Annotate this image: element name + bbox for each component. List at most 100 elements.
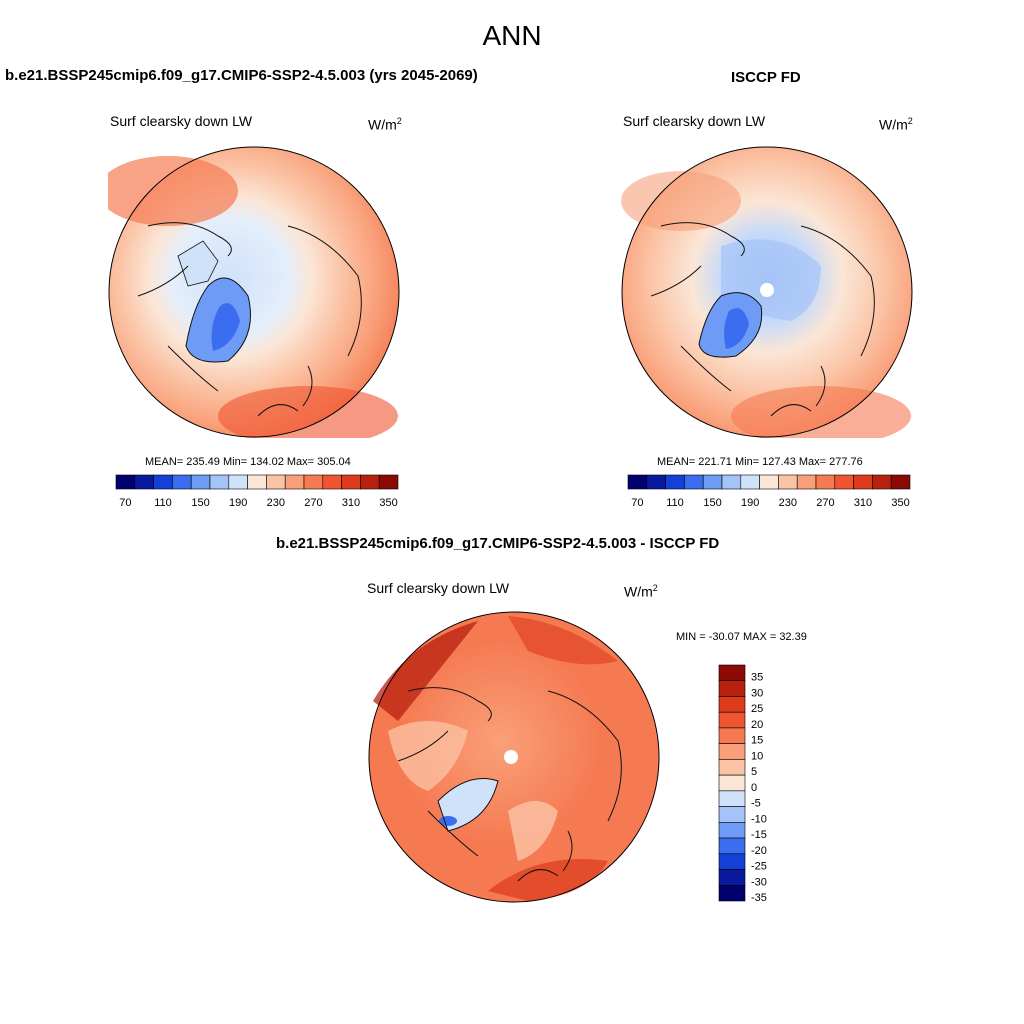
left-colorbar-tick: 230 bbox=[267, 497, 285, 509]
left-colorbar-bin bbox=[190, 474, 211, 490]
left-colorbar-tick: 350 bbox=[379, 497, 397, 509]
diff-polar-map bbox=[368, 611, 660, 903]
right-colorbar-tick: 70 bbox=[631, 497, 643, 509]
right-colorbar-bin bbox=[721, 474, 742, 490]
left-colorbar-bin bbox=[134, 474, 154, 490]
right-colorbar-bin bbox=[796, 474, 817, 490]
diff-units-label: W/m2 bbox=[624, 583, 658, 600]
diff-colorbar-bin bbox=[718, 743, 746, 760]
diff-colorbar-bin bbox=[718, 822, 746, 839]
right-colorbar-bin bbox=[834, 474, 854, 490]
diff-canada-mild bbox=[388, 721, 468, 791]
left-colorbar-bin bbox=[266, 474, 286, 490]
diff-pacific-hot bbox=[373, 621, 478, 721]
diff-colorbar-bin bbox=[718, 774, 746, 792]
diff-colorbar-bin bbox=[718, 727, 746, 744]
diff-colorbar-tick: 5 bbox=[751, 766, 757, 778]
right-polar-map bbox=[621, 146, 913, 438]
left-polar-map bbox=[108, 146, 400, 438]
left-colorbar-tick: 190 bbox=[229, 497, 247, 509]
right-colorbar-bin bbox=[872, 474, 892, 490]
diff-colorbar-bin bbox=[718, 869, 746, 886]
left-colorbar-bin bbox=[172, 474, 192, 490]
diff-colorbar-tick: 35 bbox=[751, 672, 763, 684]
left-colorbar-bin bbox=[115, 474, 136, 490]
right-colorbar-bin bbox=[815, 474, 836, 490]
left-units-label: W/m2 bbox=[368, 116, 402, 133]
diff-colorbar-bin bbox=[718, 711, 746, 729]
left-colorbar-tick: 110 bbox=[154, 497, 172, 509]
right-atlantic-warm bbox=[731, 386, 911, 438]
left-coastlines bbox=[137, 222, 362, 417]
right-panel-title: ISCCP FD bbox=[731, 69, 801, 86]
right-colorbar-tick: 270 bbox=[816, 497, 834, 509]
left-colorbar-tick: 310 bbox=[342, 497, 360, 509]
right-colorbar-bin bbox=[684, 474, 704, 490]
diff-variable-label: Surf clearsky down LW bbox=[367, 580, 510, 596]
left-colorbar-bin bbox=[247, 474, 267, 490]
left-colorbar: 70 110 150 190 230 270 310 350 bbox=[115, 474, 399, 509]
right-colorbar-tick: 150 bbox=[703, 497, 721, 509]
right-colorbar-tick: 310 bbox=[854, 497, 872, 509]
diff-colorbar-tick: 10 bbox=[751, 750, 763, 762]
diff-colorbar-bin bbox=[718, 759, 746, 776]
diff-colorbar-tick: 30 bbox=[751, 687, 763, 699]
diff-colorbar-tick: -20 bbox=[751, 845, 767, 857]
left-atlantic-warm bbox=[218, 386, 398, 438]
left-colorbar-bin bbox=[209, 474, 230, 490]
diff-colorbar-tick: -5 bbox=[751, 798, 761, 810]
diff-colorbar-tick: 15 bbox=[751, 735, 763, 747]
right-pole-hole bbox=[760, 283, 774, 297]
right-colorbar-bin bbox=[759, 474, 779, 490]
left-pacific-warm bbox=[108, 156, 238, 226]
right-colorbar: 70 110 150 190 230 270 310 350 bbox=[627, 474, 911, 509]
diff-stats: MIN = -30.07 MAX = 32.39 bbox=[676, 631, 807, 643]
right-variable-label: Surf clearsky down LW bbox=[623, 113, 766, 129]
diff-colorbar-tick: 0 bbox=[751, 782, 757, 794]
right-stats: MEAN= 221.71 Min= 127.43 Max= 277.76 bbox=[657, 456, 863, 468]
diff-pole-hole bbox=[504, 750, 518, 764]
diff-colorbar-bin bbox=[718, 664, 746, 682]
diff-colorbar-tick: -15 bbox=[751, 829, 767, 841]
diff-colorbar-tick: 20 bbox=[751, 719, 763, 731]
right-colorbar-bin bbox=[665, 474, 685, 490]
right-pacific-warm bbox=[621, 171, 741, 231]
right-units-label: W/m2 bbox=[879, 116, 913, 133]
right-colorbar-tick: 350 bbox=[891, 497, 909, 509]
diff-colorbar-tick: -30 bbox=[751, 876, 767, 888]
left-colorbar-bin bbox=[153, 474, 173, 490]
left-colorbar-bin bbox=[378, 474, 399, 490]
diff-colorbar-bin bbox=[718, 806, 746, 823]
figure-title: ANN bbox=[482, 20, 542, 51]
right-colorbar-tick: 190 bbox=[741, 497, 759, 509]
left-variable-label: Surf clearsky down LW bbox=[110, 113, 253, 129]
diff-colorbar-bin bbox=[718, 790, 746, 807]
right-colorbar-bin bbox=[627, 474, 648, 490]
right-colorbar-tick: 230 bbox=[779, 497, 797, 509]
diff-coastlines bbox=[397, 687, 622, 882]
diff-colorbar-bin bbox=[718, 696, 746, 713]
diff-colorbar-bin bbox=[718, 680, 746, 697]
left-colorbar-bin bbox=[341, 474, 361, 490]
right-colorbar-bin bbox=[702, 474, 723, 490]
left-colorbar-bin bbox=[228, 474, 248, 490]
diff-colorbar-tick: -35 bbox=[751, 892, 767, 902]
left-colorbar-bin bbox=[360, 474, 380, 490]
left-colorbar-tick: 270 bbox=[304, 497, 322, 509]
left-panel-title: b.e21.BSSP245cmip6.f09_g17.CMIP6-SSP2-4.… bbox=[5, 67, 478, 84]
right-colorbar-bin bbox=[778, 474, 798, 490]
diff-colorbar-tick: 25 bbox=[751, 703, 763, 715]
right-colorbar-tick: 110 bbox=[666, 497, 684, 509]
diff-colorbar: 35 30 25 20 15 10 5 0 -5 -10 -15 -20 -25 -30 -35 bbox=[718, 664, 767, 902]
right-colorbar-bin bbox=[890, 474, 911, 490]
right-colorbar-bin bbox=[646, 474, 666, 490]
left-colorbar-tick: 70 bbox=[119, 497, 131, 509]
diff-atlantic-hot bbox=[488, 859, 608, 901]
right-greenland-core bbox=[724, 307, 749, 349]
diff-panel-title: b.e21.BSSP245cmip6.f09_g17.CMIP6-SSP2-4.… bbox=[276, 535, 720, 552]
left-colorbar-bin bbox=[303, 474, 324, 490]
right-colorbar-bin bbox=[853, 474, 873, 490]
right-coastlines bbox=[650, 222, 875, 417]
right-colorbar-bin bbox=[740, 474, 760, 490]
diff-colorbar-bin bbox=[718, 837, 746, 855]
